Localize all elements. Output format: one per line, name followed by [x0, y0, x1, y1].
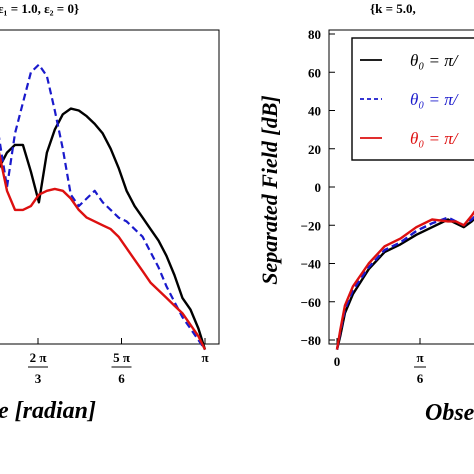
right-y-tick-label: 40	[308, 104, 321, 119]
right-y-tick-label: 60	[308, 65, 321, 80]
legend-box	[351, 37, 474, 161]
right-x-tick-den: 6	[417, 371, 424, 386]
right-y-ticks: 80 60 40 20 0 −20 −40 −60 −80	[301, 27, 335, 348]
right-y-tick-label: −80	[301, 333, 321, 348]
right-series-red-line	[335, 210, 474, 350]
right-panel: {k = 5.0, 80 60 40 20 0 −20 −40 −60 −80 0 π 6 Sepa…	[257, 1, 474, 426]
right-y-tick-label: −20	[301, 218, 321, 233]
left-x-tick-den: 3	[35, 371, 42, 386]
left-x-tick-num: 2 π	[30, 350, 47, 365]
right-x-tick-num: 0	[334, 354, 341, 369]
left-x-ticks: 2 π 3 5 π 6 π	[28, 338, 209, 386]
left-series-red-line	[0, 151, 207, 351]
right-title: {k = 5.0,	[370, 1, 416, 16]
right-x-ticks: 0 π 6	[334, 338, 426, 386]
right-y-tick-label: −40	[301, 257, 321, 272]
right-series	[335, 210, 474, 350]
left-title: ε₁ = 1.0, ε₂ = 0}	[0, 1, 79, 16]
left-x-tick-den: 6	[118, 371, 125, 386]
left-xlabel: e [radian]	[0, 398, 96, 424]
left-series	[0, 63, 207, 351]
right-y-tick-label: −60	[301, 295, 321, 310]
right-y-tick-label: 20	[308, 142, 321, 157]
left-plot-frame	[0, 29, 220, 345]
legend-label: θ₀ = π/	[410, 90, 460, 109]
right-y-tick-label: 80	[308, 27, 321, 42]
left-x-tick-num: π	[201, 350, 208, 365]
right-y-tick-label: 0	[315, 180, 322, 195]
right-series-black-line	[335, 217, 474, 350]
right-series-blue-line	[335, 215, 474, 350]
left-series-black-line	[0, 107, 207, 350]
right-xlabel: Obse	[425, 400, 474, 426]
right-ylabel: Separated Field [dB]	[257, 95, 282, 284]
legend-label: θ₀ = π/	[410, 129, 460, 148]
legend-label: θ₀ = π/	[410, 51, 460, 70]
left-panel: ε₁ = 1.0, ε₂ = 0} 2 π 3 5 π 6 π e [radian]	[0, 1, 220, 424]
right-x-tick-num: π	[416, 350, 423, 365]
legend: θ₀ = π/θ₀ = π/θ₀ = π/	[351, 37, 474, 161]
left-x-tick-num: 5 π	[113, 350, 130, 365]
